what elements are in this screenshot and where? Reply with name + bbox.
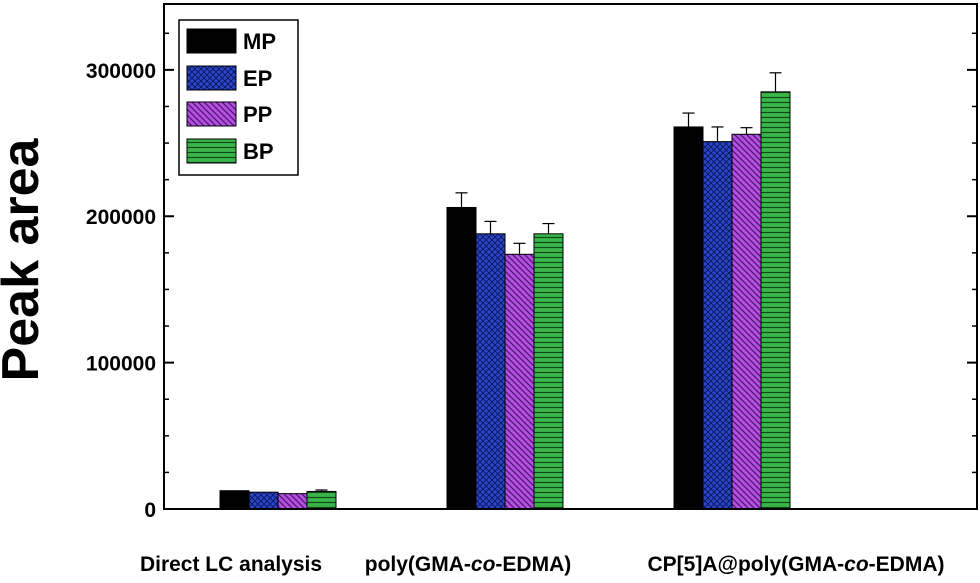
bar-pp-0 (277, 493, 308, 510)
bar-bp-0 (306, 490, 337, 510)
legend-swatch-mp (186, 28, 237, 54)
bar-mp-1 (446, 206, 477, 510)
category-label: Direct LC analysis (140, 553, 322, 576)
bar-ep-2 (702, 141, 733, 510)
category-label: poly(GMA-co-EDMA) (365, 553, 572, 576)
bar-ep-0 (248, 491, 279, 510)
legend-swatch-ep (186, 65, 237, 91)
legend-swatch-bp (186, 138, 237, 164)
error-bar-mp-1 (455, 192, 468, 208)
y-tick-label: 300000 (86, 60, 156, 83)
bar-mp-2 (673, 126, 704, 510)
category-label: CP[5]A@poly(GMA-co-EDMA) (648, 553, 945, 576)
bar-bp-1 (533, 233, 564, 510)
y-tick-label: 200000 (86, 206, 156, 229)
legend-label-bp: BP (243, 139, 274, 164)
plot-frame (163, 3, 978, 510)
legend-label-ep: EP (243, 66, 272, 91)
error-bar-pp-1 (513, 242, 526, 255)
bar-pp-2 (731, 133, 762, 510)
y-axis-title: Peak area (0, 137, 50, 381)
y-tick-label: 100000 (86, 353, 156, 376)
bar-ep-1 (475, 233, 506, 510)
legend-swatch-pp (186, 101, 237, 127)
legend-label-mp: MP (243, 29, 276, 54)
legend-label-pp: PP (243, 102, 272, 127)
bar-pp-1 (504, 253, 535, 510)
error-bar-pp-2 (740, 127, 753, 135)
error-bar-mp-2 (682, 112, 695, 127)
error-bar-bp-0 (315, 489, 328, 492)
bar-mp-0 (219, 490, 250, 510)
error-bar-bp-2 (769, 72, 782, 92)
error-bar-bp-1 (542, 222, 555, 234)
y-tick-label: 0 (144, 499, 156, 522)
bar-bp-2 (760, 91, 791, 510)
error-bar-ep-2 (711, 126, 724, 142)
error-bar-ep-1 (484, 220, 497, 234)
